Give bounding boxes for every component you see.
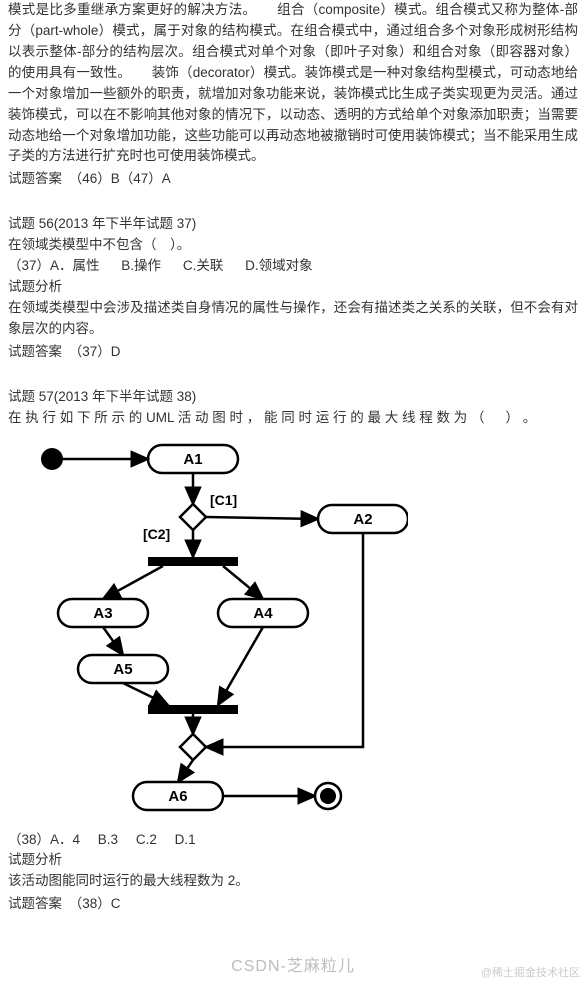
q57-option-c: C.2: [136, 832, 157, 847]
question-57-title: 试题 57(2013 年下半年试题 38): [8, 387, 578, 408]
q57-answer: 试题答案 （38）C: [8, 894, 578, 915]
q57-analysis-label: 试题分析: [8, 850, 578, 871]
question-56-options: （37）A．属性 B.操作 C.关联 D.领域对象: [8, 256, 578, 277]
answer-46-47: 试题答案 （46）B（47）A: [8, 169, 578, 190]
q57-option-b: B.3: [98, 832, 118, 847]
svg-text:A6: A6: [168, 788, 187, 805]
svg-text:A1: A1: [183, 451, 202, 468]
svg-text:A4: A4: [253, 605, 273, 622]
question-57-stem: 在 执 行 如 下 所 示 的 UML 活 动 图 时 ， 能 同 时 运 行 …: [8, 408, 578, 429]
q57-option-d: D.1: [175, 832, 196, 847]
q56-analysis-label: 试题分析: [8, 277, 578, 298]
q57-option-a: （38）A．4: [8, 832, 80, 847]
q56-option-b: B.操作: [121, 258, 161, 273]
question-57-options: （38）A．4 B.3 C.2 D.1: [8, 830, 578, 851]
uml-activity-diagram: A1 A2 [C1] [C2] A3 A4 A5 A6: [8, 437, 578, 824]
q56-answer: 试题答案 （37）D: [8, 342, 578, 363]
q57-analysis: 该活动图能同时运行的最大线程数为 2。: [8, 871, 578, 892]
q56-analysis: 在领域类模型中会涉及描述类自身情况的属性与操作，还会有描述类之关系的关联，但不会…: [8, 298, 578, 340]
svg-text:A5: A5: [113, 661, 132, 678]
svg-text:[C2]: [C2]: [143, 526, 170, 542]
q56-option-d: D.领域对象: [245, 258, 313, 273]
q56-option-a: （37）A．属性: [8, 258, 100, 273]
q56-option-c: C.关联: [183, 258, 224, 273]
svg-text:A2: A2: [353, 511, 372, 528]
svg-text:A3: A3: [93, 605, 112, 622]
juejin-watermark: @稀土掘金技术社区: [481, 965, 580, 982]
question-56-stem: 在领域类模型中不包含（ ）。: [8, 235, 578, 256]
svg-text:[C1]: [C1]: [210, 492, 237, 508]
question-56-title: 试题 56(2013 年下半年试题 37): [8, 214, 578, 235]
intro-paragraph: 模式是比多重继承方案更好的解决方法。 组合（composite）模式。组合模式又…: [8, 0, 578, 167]
